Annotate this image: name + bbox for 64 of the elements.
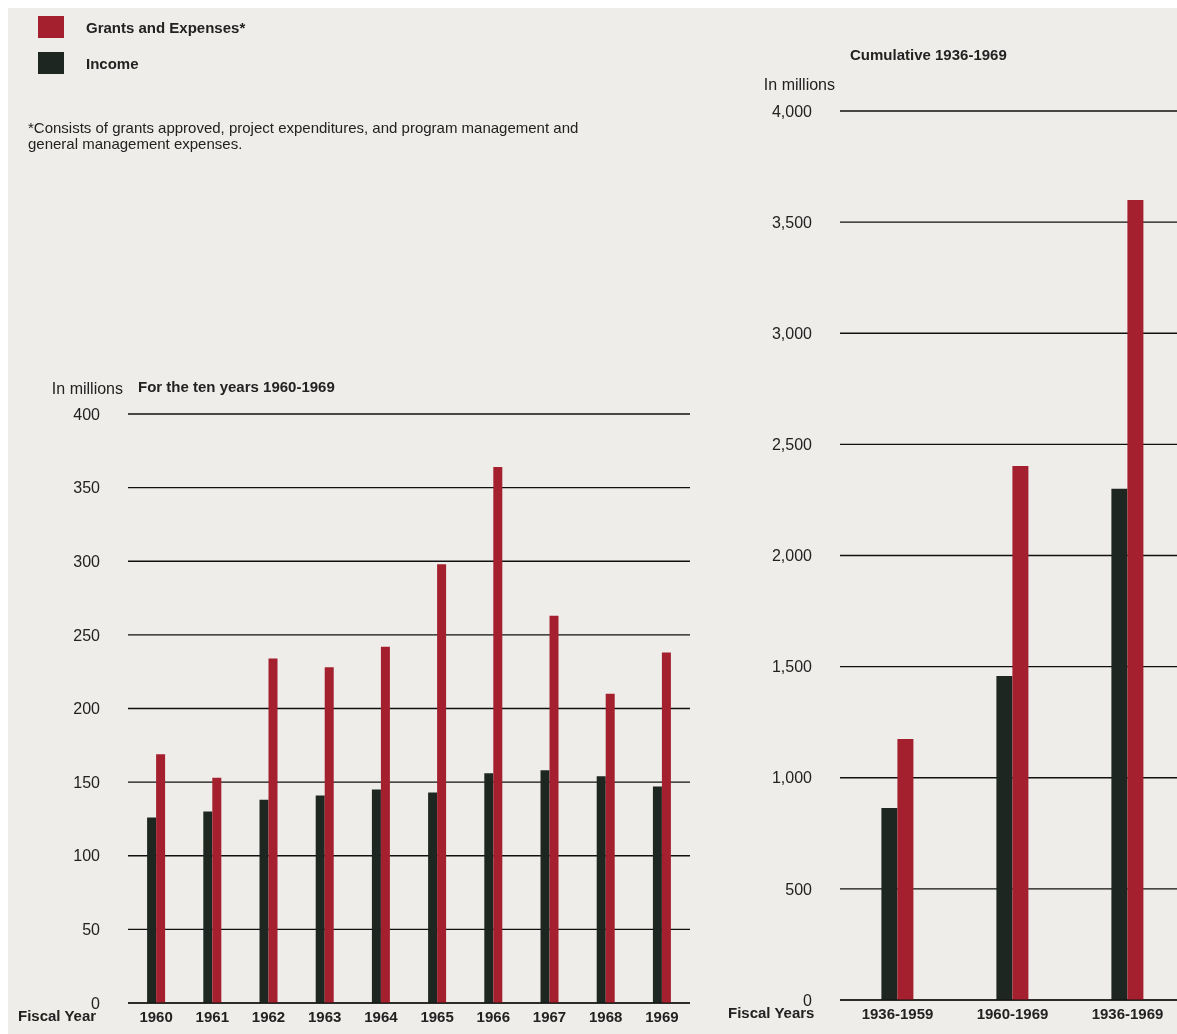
bar — [996, 675, 1013, 1000]
bar — [268, 658, 278, 1003]
y-tick-label: 150 — [73, 773, 101, 791]
x-tick-label: 1963 — [308, 1007, 342, 1025]
bar — [549, 615, 559, 1003]
chart-title: Cumulative 1936-1969 — [850, 46, 1007, 63]
bar — [212, 777, 222, 1003]
bar — [493, 467, 503, 1003]
bar — [1012, 465, 1029, 1000]
bar — [324, 667, 334, 1003]
text: *Consists of grants approved, project expenditures, and program management and general management expenses. — [28, 119, 580, 152]
bar — [380, 646, 390, 1003]
y-tick-label: 0 — [91, 994, 101, 1012]
y-tick-label: 50 — [82, 921, 101, 939]
bar — [437, 564, 447, 1003]
y-tick-label: 400 — [73, 405, 101, 423]
x-tick-label: 1962 — [251, 1007, 286, 1025]
y-tick-label: 2,500 — [771, 436, 813, 454]
bar — [156, 754, 166, 1003]
x-tick-label: 1965 — [420, 1007, 454, 1025]
y-tick-label: 0 — [803, 991, 813, 1009]
bar — [1127, 199, 1144, 1000]
bar — [484, 773, 494, 1003]
y-tick-label: 3,500 — [771, 213, 813, 231]
y-tick-label: 2,000 — [771, 547, 813, 565]
y-tick-label: 1,000 — [771, 769, 813, 787]
bar — [652, 786, 662, 1003]
bar — [897, 739, 914, 1000]
bar — [371, 789, 381, 1003]
x-tick-label: 1966 — [476, 1007, 510, 1025]
x-tick-label: 1936-1969 — [1091, 1004, 1164, 1022]
y-tick-label: 300 — [73, 552, 101, 570]
y-axis-title: In millions — [762, 76, 835, 94]
x-tick-label: 1968 — [589, 1007, 623, 1025]
bar — [605, 693, 615, 1003]
legend-label: Grants and Expenses* — [86, 18, 246, 36]
y-tick-label: 350 — [73, 479, 101, 497]
y-tick-label: 200 — [73, 700, 101, 718]
bar — [661, 652, 671, 1003]
bar — [315, 795, 325, 1003]
y-tick-label: 100 — [73, 847, 101, 865]
x-tick-label: 1961 — [195, 1007, 229, 1025]
y-tick-label: 4,000 — [771, 102, 813, 120]
bar — [203, 811, 213, 1003]
bar — [596, 776, 606, 1003]
x-tick-label: 1960 — [139, 1007, 173, 1025]
bar — [428, 792, 438, 1003]
x-tick-label: 1936-1959 — [861, 1004, 934, 1022]
y-tick-label: 500 — [785, 880, 813, 898]
x-tick-label: 1964 — [364, 1007, 399, 1025]
bar — [1111, 488, 1128, 1000]
bar — [540, 770, 550, 1003]
y-tick-label: 1,500 — [771, 658, 813, 676]
legend-label: Income — [86, 54, 139, 72]
bar — [259, 799, 269, 1003]
x-tick-label: 1967 — [532, 1007, 567, 1025]
x-tick-label: 1969 — [645, 1007, 679, 1025]
y-tick-label: 3,000 — [771, 324, 813, 342]
y-axis-title: In millions — [50, 380, 123, 398]
y-tick-label: 250 — [73, 626, 101, 644]
chart-title: For the ten years 1960-1969 — [138, 378, 335, 395]
x-tick-label: 1960-1969 — [976, 1004, 1049, 1022]
bar — [147, 817, 157, 1003]
bar — [881, 807, 898, 1000]
